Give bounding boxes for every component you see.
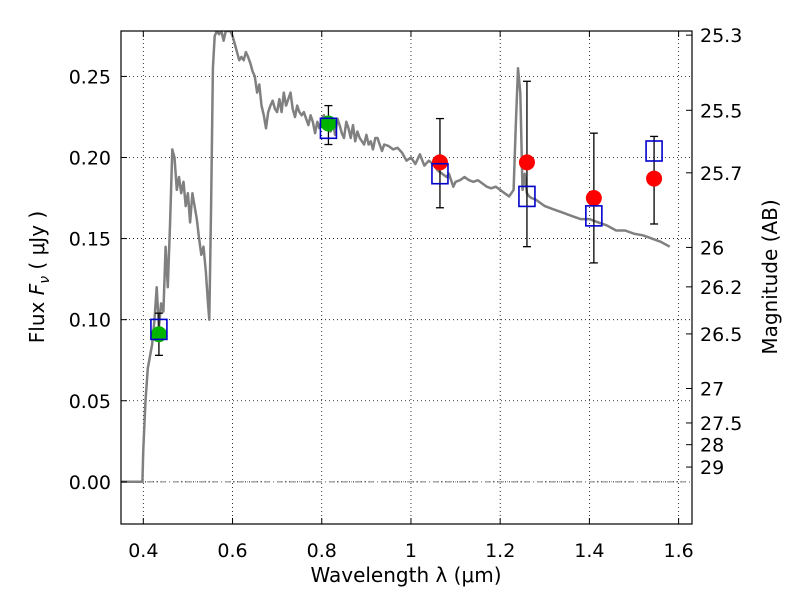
x-tick-label: 1.4 — [574, 540, 604, 562]
observed-point — [518, 154, 535, 171]
magnitude-tick-label: 26 — [700, 237, 724, 259]
observed-point — [431, 154, 448, 171]
y-tick-label: 0.00 — [69, 472, 111, 494]
y-tick-labels: 0.00 0.05 0.10 0.15 0.20 0.25 — [69, 66, 111, 493]
observed-point — [585, 190, 602, 207]
magnitude-tick-label: 27.5 — [700, 413, 742, 435]
magnitude-tick-label: 28 — [700, 435, 724, 457]
x-tick-labels: 0.4 0.6 0.8 1 1.2 1.4 1.6 — [128, 540, 694, 562]
plot-frame — [120, 30, 693, 525]
y-tick-label: 0.10 — [69, 310, 111, 332]
x-tick-label: 1.2 — [485, 540, 515, 562]
magnitude-tick-label: 29 — [700, 457, 724, 479]
model-flux-square — [645, 140, 663, 162]
model-flux-square — [585, 205, 603, 227]
y-tick-label: 0.20 — [69, 147, 111, 169]
y-tick-label: 0.25 — [69, 66, 111, 88]
magnitude-axis-label: Magnitude (AB) — [758, 199, 782, 354]
model-flux-square — [319, 117, 338, 140]
model-spectrum-line — [121, 31, 671, 484]
model-flux-square — [150, 318, 168, 341]
x-tick-label: 0.4 — [128, 540, 158, 562]
magnitude-tick-label: 25.5 — [700, 100, 742, 122]
x-axis-label: Wavelength λ (μm) — [310, 563, 501, 587]
model-photometry-squares — [150, 117, 663, 341]
model-flux-square — [518, 185, 536, 208]
axis-ticks — [121, 31, 692, 524]
y-axis-label: Flux Fν ( μJy ) — [25, 211, 53, 343]
x-tick-label: 1 — [405, 540, 417, 562]
x-tick-label: 0.6 — [217, 540, 247, 562]
magnitude-tick-label: 25.3 — [700, 25, 742, 47]
observed-point — [646, 170, 663, 187]
magnitude-tick-label: 26.2 — [700, 277, 742, 299]
model-flux-square — [431, 162, 449, 185]
y-tick-label: 0.05 — [69, 391, 111, 413]
magnitude-tick-label: 25.7 — [700, 163, 742, 185]
magnitude-tick-label: 26.5 — [700, 324, 742, 346]
magnitude-tick-label: 27 — [700, 379, 724, 401]
x-tick-label: 0.8 — [307, 540, 337, 562]
y-tick-label: 0.15 — [69, 229, 111, 251]
x-tick-label: 1.6 — [664, 540, 694, 562]
